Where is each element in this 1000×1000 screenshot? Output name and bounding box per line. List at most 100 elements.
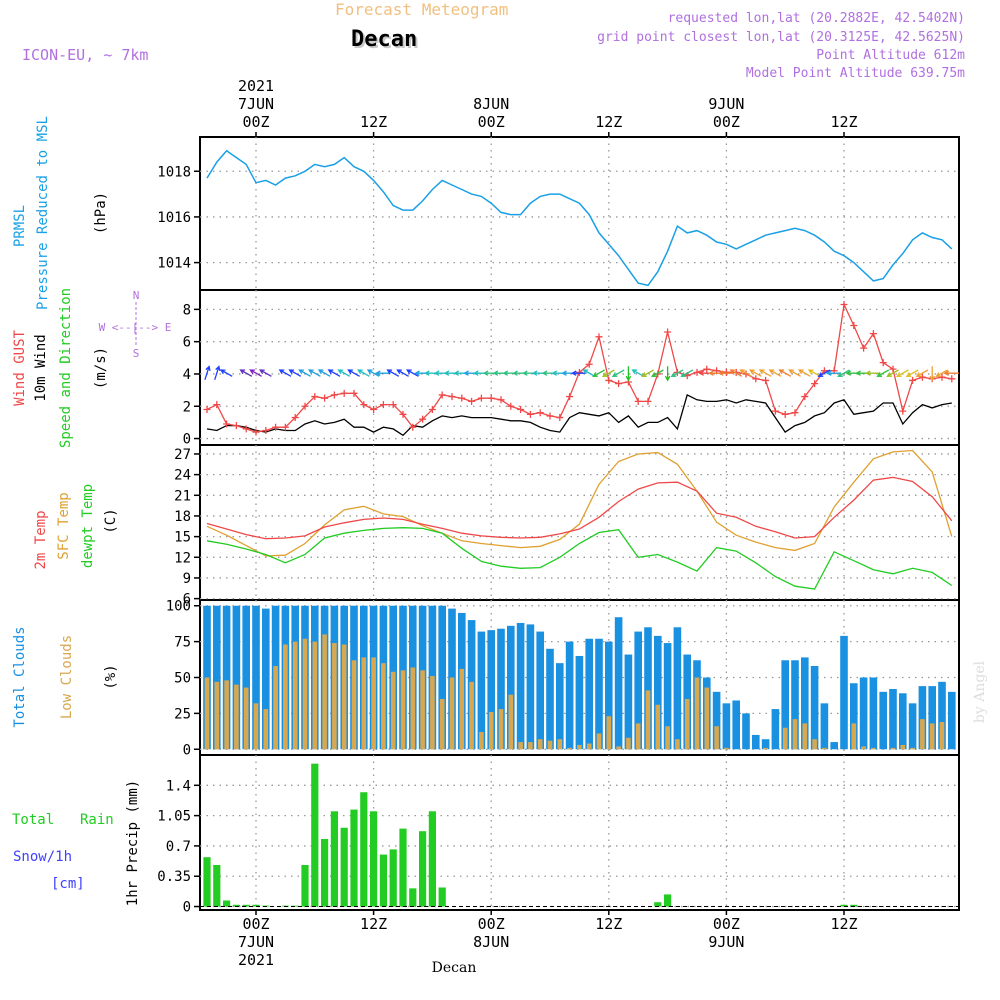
- low-cloud-bar: [704, 687, 710, 750]
- rain-bar: [232, 904, 240, 907]
- y-tick-label: 1018: [157, 164, 191, 180]
- total-cloud-bar: [850, 683, 858, 750]
- gust-marker: [477, 394, 485, 402]
- low-cloud-bar: [714, 726, 719, 750]
- wind-arrow: [817, 369, 831, 377]
- time-label-bottom: 00Z: [478, 915, 505, 933]
- rain-bar: [213, 864, 221, 907]
- wind-arrow: [357, 369, 370, 377]
- wind-arrow: [768, 369, 782, 377]
- wind-arrow: [876, 369, 890, 377]
- wind-10m-label: 10m Wind: [33, 334, 49, 401]
- gust-marker: [791, 409, 799, 417]
- low-cloud-bar: [439, 699, 445, 750]
- sfc-temp-line: [206, 449, 953, 557]
- low-cloud-bar: [792, 719, 798, 750]
- y-tick-label: 100: [166, 599, 191, 615]
- low-cloud-bar: [479, 732, 484, 750]
- total-cloud-bar: [791, 660, 799, 750]
- low-cloud-bar: [498, 709, 504, 750]
- low-cloud-bar: [822, 747, 827, 750]
- wind-arrow: [905, 369, 919, 377]
- axis-ticks: 1014101610180246869121518212427025507510…: [157, 132, 845, 916]
- low-cloud-bar: [910, 747, 915, 750]
- wind-arrow: [729, 369, 743, 377]
- gust-marker: [370, 405, 378, 413]
- total-cloud-bar: [565, 641, 574, 750]
- wind-arrow: [837, 369, 850, 377]
- wind-arrow: [259, 369, 272, 377]
- wind-arrow: [798, 369, 811, 377]
- total-cloud-bar: [614, 617, 623, 750]
- total-cloud-bar: [908, 703, 917, 750]
- low-cloud-bar: [283, 644, 288, 750]
- gust-marker: [634, 397, 642, 405]
- gust-marker: [526, 410, 534, 418]
- time-label-top: 8JUN: [473, 95, 509, 113]
- wind-arrow: [347, 369, 360, 377]
- total-cloud-bar: [859, 677, 868, 750]
- time-label-top: 2021: [238, 77, 274, 95]
- low-cloud-bar: [871, 747, 876, 750]
- gust-marker: [438, 391, 446, 399]
- rain-bar: [399, 828, 407, 907]
- low-cloud-bar: [420, 670, 425, 750]
- location-shadow: Decan: [353, 29, 419, 54]
- low-cloud-bar: [537, 739, 543, 750]
- wind-arrow: [278, 369, 292, 377]
- low-cloud-bar: [361, 657, 367, 750]
- gust-marker: [468, 397, 476, 405]
- time-label-bottom: 7JUN: [238, 933, 274, 951]
- wind-arrow: [375, 370, 391, 376]
- time-label-bottom: 2021: [238, 951, 274, 969]
- gust-marker: [664, 328, 672, 336]
- total-cloud-bar: [810, 666, 819, 750]
- rain-bar: [409, 888, 417, 907]
- gust-marker: [497, 396, 505, 404]
- gust-marker: [595, 333, 603, 341]
- low-cloud-bar: [410, 667, 416, 750]
- low-cloud-bar: [616, 746, 621, 750]
- gust-marker: [517, 405, 525, 413]
- total-cloud-bar: [889, 688, 897, 750]
- low-cloud-bar: [920, 719, 925, 750]
- pressure-unit: (hPa): [93, 192, 109, 234]
- total-cloud-bar: [712, 691, 721, 750]
- rain-bar: [223, 900, 231, 907]
- low-cloud-bar: [596, 733, 602, 750]
- low-cloud-bar: [890, 747, 896, 750]
- wind-arrow: [308, 369, 321, 377]
- low-cloud-bar: [567, 747, 572, 750]
- wind-arrow: [758, 369, 772, 377]
- wind-arrow: [592, 369, 605, 377]
- wind-arrow: [935, 369, 948, 377]
- precip-unit: 1hr Precip (mm): [125, 780, 141, 906]
- footer-location: Decan: [432, 960, 477, 976]
- gust-marker: [869, 330, 877, 338]
- rain-bar: [340, 827, 348, 907]
- wind-arrow: [739, 369, 752, 377]
- total-cloud-bar: [761, 739, 770, 750]
- gust-marker: [428, 405, 436, 413]
- wind-arrow: [825, 370, 842, 376]
- low-cloud-bar: [763, 747, 768, 750]
- low-clouds-label: Low Clouds: [59, 635, 75, 719]
- gust-marker: [350, 389, 358, 397]
- y-tick-label: 6: [183, 592, 191, 608]
- total-cloud-bar: [654, 635, 662, 750]
- total-cloud-bar: [752, 734, 760, 750]
- gust-marker: [340, 389, 348, 397]
- rain-bar: [389, 849, 397, 907]
- sfc-temp-label: SFC Temp: [56, 492, 72, 559]
- wind-arrow: [327, 369, 341, 377]
- time-label-top: 12Z: [360, 113, 387, 131]
- low-cloud-bar: [577, 744, 582, 750]
- snow-label: Snow/1h: [13, 849, 72, 865]
- low-cloud-bar: [606, 716, 612, 750]
- compass-north: N: [133, 289, 140, 302]
- total-cloud-bar: [536, 631, 544, 750]
- pressure-msl-label: Pressure Reduced to MSL: [35, 116, 51, 310]
- low-cloud-bar: [459, 668, 465, 750]
- low-cloud-bar: [469, 681, 474, 750]
- gust-marker: [262, 426, 270, 434]
